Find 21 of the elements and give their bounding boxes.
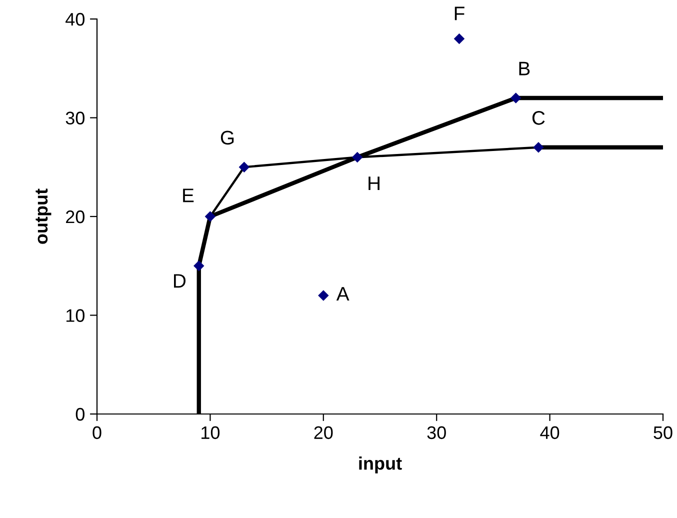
x-tick-label: 20 [314,426,333,440]
x-tick-label: 10 [202,426,220,440]
annotation: H [368,176,380,190]
annotation: G [220,130,234,145]
x-tick-label: 50 [654,426,672,440]
annotation: B [519,62,530,76]
y-tick-label: 20 [66,210,84,224]
y-tick-label: 10 [66,309,84,322]
annotation: C [532,111,545,125]
y-axis-title: output [36,188,52,244]
y-tick-label: 40 [66,12,84,26]
annotation: A [336,287,350,301]
y-tick-label: 0 [76,408,84,421]
x-axis-title: input [359,456,402,474]
y-tick-label: 30 [66,112,84,124]
annotation: E [183,188,194,202]
x-tick-label: 30 [427,426,446,440]
annotation: F [454,6,464,20]
annotation: D [174,274,186,288]
x-tick-label: 40 [540,426,560,440]
x-tick-label: 0 [92,426,102,440]
